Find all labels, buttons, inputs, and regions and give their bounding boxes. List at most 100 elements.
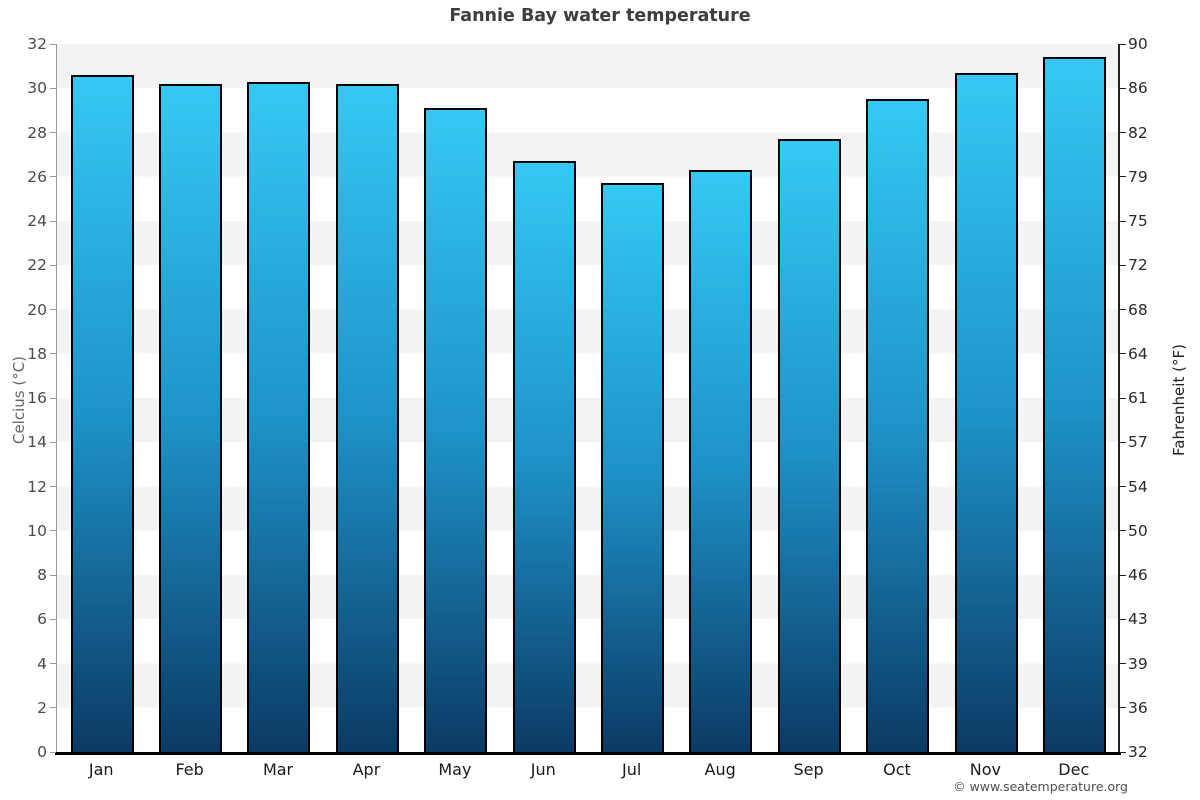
x-axis-line xyxy=(55,752,1121,755)
celsius-tick-mark xyxy=(50,220,56,222)
celsius-tick-label: 28 xyxy=(27,123,47,142)
bar-nov xyxy=(954,72,1018,752)
celsius-tick-mark xyxy=(50,441,56,443)
fahrenheit-tick-label: 36 xyxy=(1128,698,1148,717)
fahrenheit-tick-mark xyxy=(1120,707,1126,709)
celsius-tick-label: 30 xyxy=(27,79,47,98)
fahrenheit-tick-label: 61 xyxy=(1128,389,1148,407)
fahrenheit-axis-title: Fahrenheit (°F) xyxy=(1170,344,1188,456)
fahrenheit-tick-mark xyxy=(1120,574,1126,576)
celsius-tick-label: 32 xyxy=(27,35,47,53)
celsius-tick-mark xyxy=(50,43,56,45)
bar-may xyxy=(424,108,488,752)
month-label-oct: Oct xyxy=(883,760,911,779)
celsius-tick-label: 22 xyxy=(27,256,47,275)
month-label-jun: Jun xyxy=(530,760,556,779)
celsius-tick-mark xyxy=(50,132,56,133)
fahrenheit-tick-mark xyxy=(1120,751,1126,753)
celsius-tick-mark xyxy=(50,751,56,753)
month-label-aug: Aug xyxy=(704,760,736,779)
celsius-tick-mark xyxy=(50,707,56,709)
month-label-jul: Jul xyxy=(622,760,642,779)
month-label-feb: Feb xyxy=(175,760,204,779)
bar-mar xyxy=(247,81,311,752)
fahrenheit-tick-mark xyxy=(1120,43,1126,45)
bar-jul xyxy=(601,183,664,752)
fahrenheit-tick-mark xyxy=(1120,309,1126,310)
fahrenheit-tick-mark xyxy=(1120,132,1126,133)
chart-title: Fannie Bay water temperature xyxy=(449,6,751,26)
celsius-tick-label: 8 xyxy=(37,566,47,584)
month-label-nov: Nov xyxy=(969,760,1001,779)
fahrenheit-tick-label: 46 xyxy=(1128,566,1148,584)
bar-oct xyxy=(866,99,930,752)
bar-feb xyxy=(158,83,222,752)
fahrenheit-tick-label: 43 xyxy=(1128,610,1148,629)
fahrenheit-tick-mark xyxy=(1120,397,1126,399)
fahrenheit-tick-label: 39 xyxy=(1128,654,1148,673)
bar-jan xyxy=(70,74,134,752)
fahrenheit-tick-label: 32 xyxy=(1128,743,1148,761)
watermark: © www.seatemperature.org xyxy=(953,779,1128,794)
celsius-tick-label: 6 xyxy=(37,610,47,629)
celsius-tick-mark xyxy=(50,663,56,664)
fahrenheit-tick-mark xyxy=(1120,87,1126,89)
celsius-tick-mark xyxy=(50,486,56,487)
celsius-tick-label: 0 xyxy=(37,743,47,761)
bar-apr xyxy=(335,83,399,752)
celsius-tick-label: 16 xyxy=(27,389,47,407)
celsius-tick-label: 20 xyxy=(27,300,47,319)
celsius-tick-mark xyxy=(50,530,56,532)
fahrenheit-tick-label: 50 xyxy=(1128,521,1148,540)
plot-area xyxy=(57,44,1118,752)
celsius-tick-label: 10 xyxy=(27,521,47,540)
y-axis-line-left xyxy=(56,44,57,752)
fahrenheit-tick-mark xyxy=(1120,220,1126,222)
celsius-tick-label: 14 xyxy=(27,433,47,452)
fahrenheit-tick-label: 57 xyxy=(1128,433,1148,452)
fahrenheit-tick-mark xyxy=(1120,176,1126,178)
bar-sep xyxy=(777,139,841,752)
celsius-tick-mark xyxy=(50,176,56,178)
fahrenheit-tick-label: 68 xyxy=(1128,300,1148,319)
celsius-tick-label: 4 xyxy=(37,654,47,673)
celsius-tick-mark xyxy=(50,397,56,399)
fahrenheit-tick-mark xyxy=(1120,353,1126,355)
fahrenheit-tick-mark xyxy=(1120,486,1126,487)
month-label-jan: Jan xyxy=(88,760,114,779)
fahrenheit-tick-label: 64 xyxy=(1128,344,1148,363)
fahrenheit-tick-label: 75 xyxy=(1128,212,1148,230)
fahrenheit-tick-mark xyxy=(1120,618,1126,620)
fahrenheit-tick-mark xyxy=(1120,663,1126,664)
celsius-tick-label: 2 xyxy=(37,698,47,717)
month-label-apr: Apr xyxy=(352,760,381,779)
bar-dec xyxy=(1043,57,1107,752)
celsius-tick-label: 18 xyxy=(27,344,47,363)
fahrenheit-tick-mark xyxy=(1120,530,1126,532)
month-label-may: May xyxy=(438,760,472,779)
celsius-tick-label: 12 xyxy=(27,477,47,496)
fahrenheit-tick-mark xyxy=(1120,264,1126,266)
celsius-tick-mark xyxy=(50,264,56,266)
celsius-tick-mark xyxy=(50,353,56,355)
celsius-tick-mark xyxy=(50,309,56,310)
fahrenheit-tick-label: 90 xyxy=(1128,35,1148,53)
month-label-dec: Dec xyxy=(1058,760,1090,779)
celsius-tick-label: 26 xyxy=(27,167,47,186)
fahrenheit-tick-label: 82 xyxy=(1128,123,1148,142)
month-label-sep: Sep xyxy=(793,760,824,779)
y-axis-line-right xyxy=(1118,44,1120,752)
fahrenheit-tick-label: 72 xyxy=(1128,256,1148,275)
celsius-tick-label: 24 xyxy=(27,212,47,230)
fahrenheit-tick-label: 54 xyxy=(1128,477,1148,496)
fahrenheit-tick-label: 86 xyxy=(1128,79,1148,98)
celsius-tick-mark xyxy=(50,618,56,620)
fahrenheit-tick-mark xyxy=(1120,441,1126,443)
bar-jun xyxy=(512,161,576,752)
fahrenheit-tick-label: 79 xyxy=(1128,167,1148,186)
celsius-tick-mark xyxy=(50,87,56,89)
celsius-tick-mark xyxy=(50,574,56,576)
bar-aug xyxy=(689,170,753,752)
month-label-mar: Mar xyxy=(262,760,294,779)
